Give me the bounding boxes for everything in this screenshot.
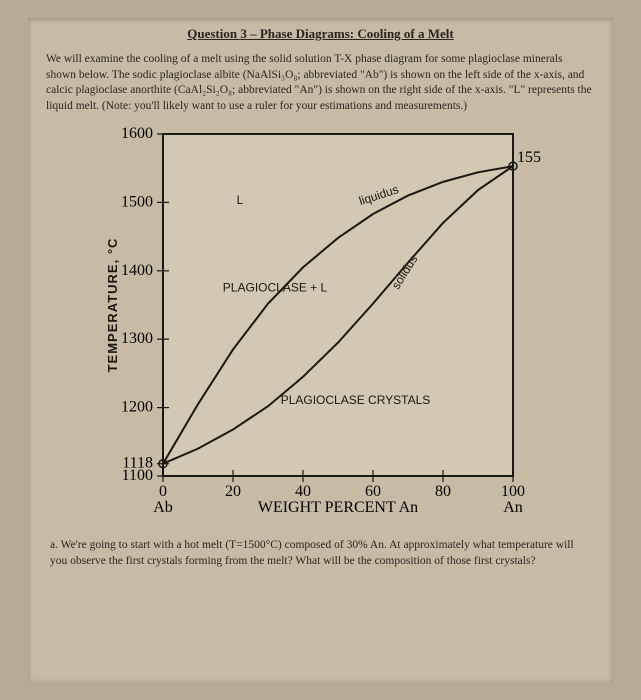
svg-text:PLAGIOCLASE + L: PLAGIOCLASE + L xyxy=(222,280,327,294)
phase-diagram-chart: 1100111812001300140015001600020406080100… xyxy=(101,124,541,524)
svg-text:1118: 1118 xyxy=(122,455,153,472)
svg-text:1500: 1500 xyxy=(121,193,153,210)
svg-text:1400: 1400 xyxy=(121,262,153,279)
svg-text:Ab: Ab xyxy=(153,499,173,516)
intro-paragraph: We will examine the cooling of a melt us… xyxy=(46,52,595,114)
svg-text:40: 40 xyxy=(295,483,311,500)
chart-svg: 1100111812001300140015001600020406080100… xyxy=(101,124,541,524)
question-a: a. We're going to start with a hot melt … xyxy=(46,538,595,569)
svg-text:20: 20 xyxy=(225,483,241,500)
svg-text:An: An xyxy=(503,499,523,516)
svg-text:1553: 1553 xyxy=(517,149,541,166)
svg-text:1300: 1300 xyxy=(121,330,153,347)
svg-text:1200: 1200 xyxy=(121,399,153,416)
svg-text:L: L xyxy=(236,193,243,207)
svg-text:0: 0 xyxy=(159,483,167,500)
svg-text:1600: 1600 xyxy=(121,125,153,142)
svg-text:TEMPERATURE, °C: TEMPERATURE, °C xyxy=(105,238,120,373)
svg-text:100: 100 xyxy=(501,483,525,500)
svg-text:WEIGHT PERCENT An: WEIGHT PERCENT An xyxy=(257,499,417,516)
svg-text:80: 80 xyxy=(435,483,451,500)
svg-text:60: 60 xyxy=(365,483,381,500)
svg-text:PLAGIOCLASE CRYSTALS: PLAGIOCLASE CRYSTALS xyxy=(280,393,430,407)
question-title: Question 3 – Phase Diagrams: Cooling of … xyxy=(46,26,595,42)
